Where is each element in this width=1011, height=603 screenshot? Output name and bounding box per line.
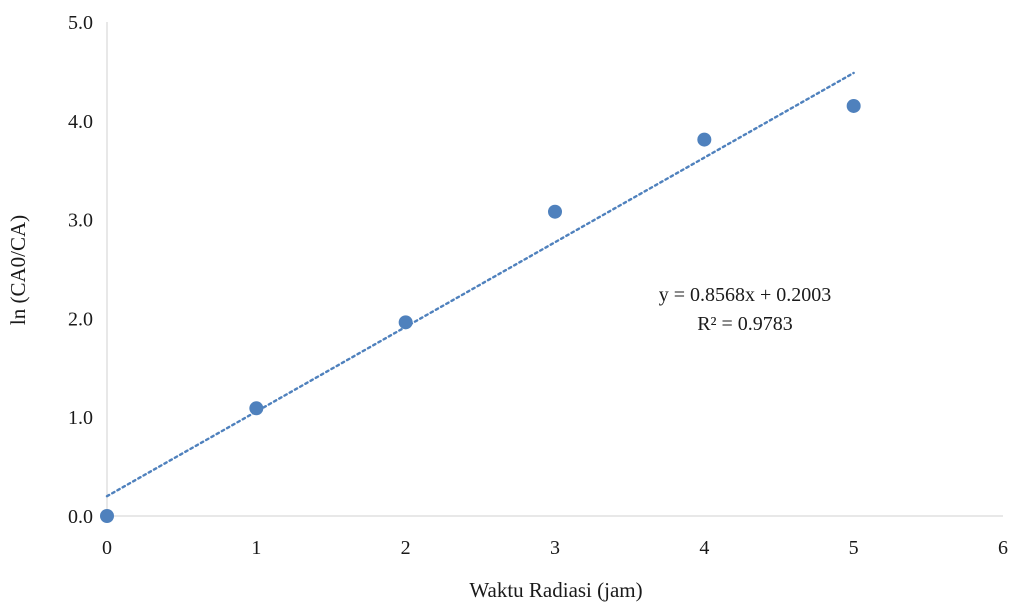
x-tick-label: 4 [699, 537, 709, 559]
data-point [846, 98, 861, 113]
x-tick-label: 6 [998, 537, 1008, 559]
x-tick-label: 5 [849, 537, 859, 559]
y-tick-label: 2.0 [68, 308, 93, 330]
x-tick-label: 2 [401, 537, 411, 559]
y-tick-label: 3.0 [68, 210, 93, 232]
y-tick-label: 0.0 [68, 506, 93, 528]
x-tick-label: 3 [550, 537, 560, 559]
y-axis-title: ln (CA0/CA) [6, 215, 30, 325]
x-tick-labels: 0 1 2 3 4 5 6 [102, 537, 1008, 559]
data-points [100, 98, 861, 523]
y-tick-labels: 0.0 1.0 2.0 3.0 4.0 5.0 [68, 12, 93, 528]
trend-equation: y = 0.8568x + 0.2003 [659, 284, 832, 306]
data-point [100, 509, 114, 523]
r-squared-label: R² = 0.9783 [697, 313, 793, 335]
data-point [249, 401, 264, 416]
data-point [697, 132, 712, 147]
trendline-group [105, 71, 855, 498]
linear-trendline [105, 71, 855, 498]
y-tick-label: 5.0 [68, 12, 93, 34]
data-point [398, 315, 413, 330]
axes [106, 22, 1003, 517]
x-tick-label: 1 [251, 537, 261, 559]
data-point [548, 204, 562, 219]
y-tick-label: 4.0 [68, 111, 93, 133]
x-tick-label: 0 [102, 537, 112, 559]
x-axis-title: Waktu Radiasi (jam) [469, 578, 642, 602]
y-tick-label: 1.0 [68, 407, 93, 429]
